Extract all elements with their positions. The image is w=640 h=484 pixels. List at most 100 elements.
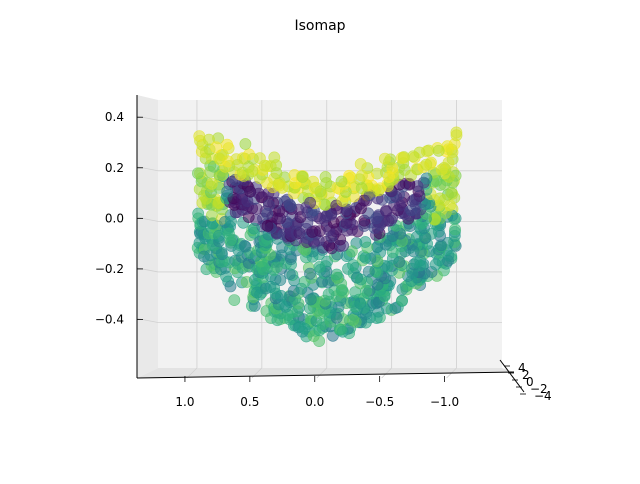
data-point-125 (333, 323, 346, 336)
data-point-382 (355, 273, 367, 286)
data-point-88 (396, 294, 408, 307)
data-point-736 (380, 204, 392, 217)
data-point-500 (313, 261, 326, 273)
data-point-975 (422, 144, 435, 157)
data-point-980 (355, 169, 368, 182)
data-point-416 (239, 240, 252, 253)
floor-pane (137, 368, 514, 378)
data-point-993 (450, 126, 463, 139)
y-tick-label-2: 0 (526, 375, 534, 389)
data-point-343 (192, 207, 205, 220)
data-point-581 (248, 222, 260, 235)
z-tick-label-1: 0.2 (105, 161, 124, 175)
data-point-955 (355, 182, 368, 195)
data-point-811 (435, 163, 448, 176)
data-point-996 (296, 170, 309, 183)
data-point-461 (359, 251, 372, 264)
data-point-557 (359, 236, 372, 248)
data-point-995 (354, 158, 367, 170)
data-point-942 (231, 159, 244, 171)
data-point-968 (246, 165, 259, 178)
data-point-756 (221, 185, 234, 198)
data-point-242 (275, 289, 287, 302)
data-point-999 (268, 151, 281, 164)
data-point-632 (261, 219, 274, 232)
data-point-236 (215, 246, 228, 259)
data-point-979 (243, 148, 255, 161)
data-point-976 (432, 144, 445, 157)
data-point-113 (298, 322, 311, 335)
data-points (191, 126, 463, 347)
data-point-43 (224, 280, 237, 293)
data-point-988 (270, 167, 283, 180)
data-point-396 (304, 267, 316, 280)
data-point-333 (322, 288, 335, 301)
data-point-264 (449, 223, 461, 236)
x-tick-label-4: −1.0 (430, 395, 459, 409)
data-point-555 (386, 230, 399, 242)
data-point-192 (251, 286, 263, 299)
data-point-281 (274, 274, 287, 286)
data-point-278 (410, 256, 423, 269)
z-tick-label-0: 0.4 (105, 110, 124, 124)
data-point-718 (413, 190, 426, 202)
data-point-224 (354, 297, 367, 310)
data-point-716 (205, 177, 218, 190)
tick-labels: 1.0 0.5 0.0 −0.5 −1.0 0.4 0.2 0.0 −0.2 −0.4 420−2−… (95, 110, 552, 409)
y-tick-label-0: 4 (518, 361, 526, 375)
data-point-13 (228, 294, 241, 306)
data-point-912 (276, 181, 289, 194)
data-point-96 (370, 312, 383, 324)
data-point-699 (191, 167, 204, 180)
data-point-474 (223, 227, 235, 240)
data-point-985 (221, 138, 233, 151)
data-point-994 (397, 152, 410, 164)
side-pane (137, 95, 158, 378)
data-point-323 (304, 293, 317, 306)
data-point-435 (386, 246, 399, 258)
data-point-990 (253, 152, 266, 165)
x-axis-line (136, 371, 515, 379)
data-point-472 (347, 259, 359, 272)
y-tick-label-3: −2 (530, 382, 548, 396)
data-point-954 (199, 146, 212, 159)
data-point-888 (372, 184, 385, 197)
data-point-408 (362, 265, 375, 278)
data-point-380 (256, 261, 268, 273)
x-tick-label-2: 0.0 (305, 395, 324, 409)
data-point-849 (319, 198, 332, 211)
data-point-896 (304, 196, 316, 209)
data-point-991 (239, 138, 252, 150)
y-tick-label-4: −4 (534, 389, 552, 403)
data-point-973 (203, 133, 215, 146)
data-point-843 (252, 187, 265, 200)
data-point-802 (262, 199, 275, 211)
data-point-997 (319, 171, 332, 183)
z-tick-label-4: −0.4 (95, 312, 124, 326)
x-tick-label-1: 0.5 (240, 395, 259, 409)
data-point-448 (410, 230, 423, 243)
data-point-989 (335, 175, 348, 188)
data-point-549 (345, 245, 358, 258)
data-point-958 (420, 158, 433, 171)
data-point-426 (330, 268, 343, 281)
data-point-807 (420, 172, 433, 185)
data-point-987 (407, 150, 420, 163)
z-tick-label-3: −0.2 (95, 262, 124, 276)
data-point-87 (429, 258, 442, 271)
data-point-998 (378, 152, 391, 165)
data-point-131 (347, 314, 359, 326)
data-point-664 (419, 198, 432, 211)
data-point-981 (210, 141, 222, 154)
axis-lines (136, 95, 526, 395)
x-floor-gridline-3 (381, 367, 392, 379)
x-tick-label-3: −0.5 (365, 395, 394, 409)
chart-title: Isomap (294, 18, 345, 34)
data-point-913 (405, 169, 417, 182)
x-floor-gridline-0 (186, 367, 198, 379)
y-tick-label-1: 2 (522, 368, 530, 382)
x-floor-gridline-2 (316, 367, 328, 379)
data-point-846 (325, 208, 338, 221)
